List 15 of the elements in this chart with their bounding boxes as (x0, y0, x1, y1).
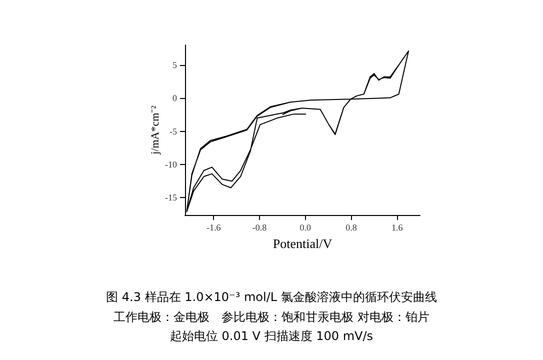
y-tick-label: 5 (172, 60, 178, 70)
x-tick-label: -0.8 (252, 222, 268, 232)
x-tick-label: 0.8 (346, 222, 358, 232)
text: 起始电位 0.01 V 扫描速度 100 mV/s (170, 329, 374, 343)
text: 图 4.3 样品在 1.0×10⁻³ mol/L 氯金酸溶液中的循环伏安曲线 (106, 290, 437, 304)
y-tick-label: -15 (165, 192, 178, 203)
y-axis-title: j/mA*cm⁻² (150, 104, 162, 156)
y-tick-label: 0 (172, 93, 178, 104)
x-axis-title: Potential/V (272, 236, 333, 251)
x-tick-label: 0.0 (300, 222, 312, 232)
text: 工作电极：金电极 参比电极：饱和甘汞电极 对电极：铂片 (114, 310, 430, 324)
y-tick-label: -10 (165, 160, 178, 170)
x-tick-label: 1.6 (391, 222, 404, 232)
x-tick-label: -1.6 (206, 222, 222, 232)
y-tick-label: -5 (170, 126, 178, 136)
